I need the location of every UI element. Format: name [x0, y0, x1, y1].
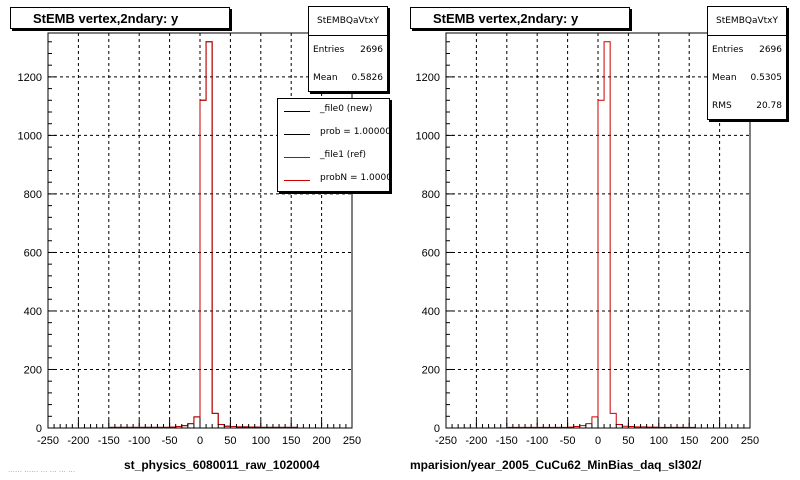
stats-value: 2696	[360, 45, 383, 55]
stats-name: StEMBQaVtxY	[309, 7, 387, 36]
x-tick-label: 50	[622, 435, 634, 447]
panel-right-file-label: mparision/year_2005_CuCu62_MinBias_daq_s…	[410, 458, 702, 472]
legend-swatch	[284, 111, 310, 112]
x-tick-label: 150	[282, 435, 300, 447]
panel-right-title: StEMB vertex,2ndary: y	[410, 7, 630, 29]
stats-value: 0.5305	[750, 73, 783, 83]
legend-label: _file0 (new)	[320, 104, 373, 114]
x-tick-label: -250	[435, 435, 457, 447]
stats-row-entries: Entries 2696	[708, 36, 786, 64]
panel-left-legend: _file0 (new) prob = 1.000000 _file1 (ref…	[277, 98, 390, 192]
x-tick-label: 250	[741, 435, 759, 447]
legend-label: _file1 (ref)	[320, 150, 367, 160]
x-tick-label: 200	[710, 435, 728, 447]
y-tick-label: 0	[434, 423, 440, 435]
x-tick-label: -100	[128, 435, 150, 447]
x-tick-label: -50	[560, 435, 576, 447]
stats-key: Entries	[712, 45, 744, 55]
y-tick-label: 1000	[18, 130, 42, 142]
legend-label: probN = 1.000000	[320, 173, 389, 183]
x-tick-label: 200	[312, 435, 330, 447]
panel-left-title: StEMB vertex,2ndary: y	[10, 7, 230, 29]
stats-key: RMS	[712, 101, 732, 111]
y-tick-label: 1200	[18, 72, 42, 84]
y-tick-label: 1200	[416, 72, 440, 84]
x-tick-label: 0	[595, 435, 601, 447]
panel-right-stats-box: StEMBQaVtxY Entries 2696 Mean 0.5305 RMS…	[707, 6, 787, 120]
stats-value: 2696	[759, 45, 782, 55]
panel-left-title-text: StEMB vertex,2ndary: y	[33, 11, 179, 26]
y-tick-label: 800	[24, 189, 42, 201]
y-tick-label: 1000	[416, 130, 440, 142]
x-tick-label: 100	[650, 435, 668, 447]
legend-entry-file1: _file1 (ref)	[278, 149, 389, 165]
stats-key: Entries	[313, 45, 345, 55]
stats-row-rms: RMS 20.78	[708, 92, 786, 120]
stats-row-entries: Entries 2696	[309, 36, 387, 64]
legend-entry-probn: probN = 1.000000	[278, 172, 389, 188]
stats-value: 20.78	[756, 101, 782, 111]
y-tick-label: 400	[24, 306, 42, 318]
x-tick-label: -250	[37, 435, 59, 447]
y-tick-label: 200	[24, 364, 42, 376]
y-tick-label: 800	[422, 189, 440, 201]
x-tick-label: 150	[680, 435, 698, 447]
panel-left-stats-box: StEMBQaVtxY Entries 2696 Mean 0.5826	[308, 6, 388, 92]
x-tick-label: -100	[526, 435, 548, 447]
x-tick-label: -50	[162, 435, 178, 447]
x-tick-label: -150	[98, 435, 120, 447]
legend-swatch	[284, 180, 310, 181]
x-tick-label: 0	[197, 435, 203, 447]
panel-left-file-label: st_physics_6080011_raw_1020004	[124, 458, 320, 472]
y-tick-label: 600	[422, 247, 440, 259]
legend-swatch	[284, 157, 310, 158]
stats-row-mean: Mean 0.5305	[708, 64, 786, 92]
footer-text: …… …… … … … …	[8, 466, 76, 474]
stats-value: 0.5826	[351, 73, 384, 83]
stats-key: Mean	[313, 73, 338, 83]
legend-entry-file0: _file0 (new)	[278, 103, 389, 119]
legend-label: prob = 1.000000	[320, 127, 390, 137]
y-tick-label: 200	[422, 364, 440, 376]
y-tick-label: 600	[24, 247, 42, 259]
x-tick-label: -200	[67, 435, 89, 447]
x-tick-label: -200	[465, 435, 487, 447]
stats-key: Mean	[712, 73, 737, 83]
x-tick-label: 50	[224, 435, 236, 447]
legend-entry-prob: prob = 1.000000	[278, 126, 390, 142]
stats-name: StEMBQaVtxY	[708, 7, 786, 36]
panel-right-title-text: StEMB vertex,2ndary: y	[433, 11, 579, 26]
y-tick-label: 400	[422, 306, 440, 318]
x-tick-label: 250	[343, 435, 361, 447]
x-tick-label: -150	[496, 435, 518, 447]
y-tick-label: 0	[36, 423, 42, 435]
legend-swatch	[284, 134, 310, 135]
x-tick-label: 100	[252, 435, 270, 447]
stats-row-mean: Mean 0.5826	[309, 64, 387, 92]
